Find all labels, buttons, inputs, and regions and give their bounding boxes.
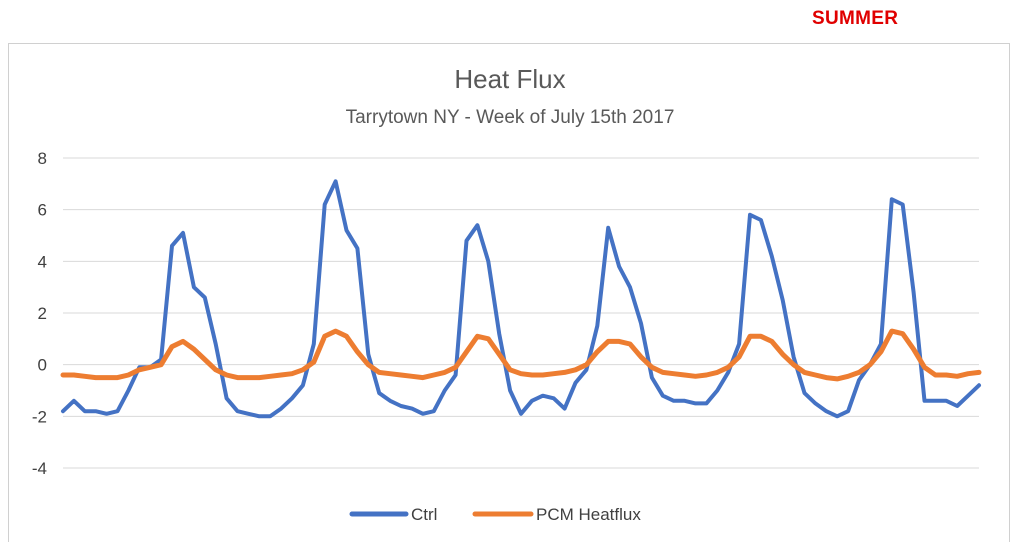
season-label: SUMMER — [812, 8, 899, 29]
y-tick-label: -4 — [32, 459, 47, 478]
series-line-ctrl — [61, 179, 981, 419]
legend-label: PCM Heatflux — [536, 505, 641, 524]
y-tick-label: 6 — [38, 201, 47, 220]
y-tick-label: 0 — [38, 356, 47, 375]
y-tick-label: -2 — [32, 407, 47, 426]
chart-frame: Heat Flux Tarrytown NY - Week of July 15… — [8, 43, 1010, 542]
y-tick-label: 2 — [38, 304, 47, 323]
y-tick-label: 4 — [38, 252, 47, 271]
y-axis-ticks: 8 6 4 2 0 -2 -4 — [32, 149, 47, 478]
legend: Ctrl PCM Heatflux — [349, 505, 641, 524]
gridlines — [63, 157, 979, 469]
chart-subtitle: Tarrytown NY - Week of July 15th 2017 — [346, 107, 675, 128]
series-lines — [60, 179, 982, 419]
heat-flux-chart: Heat Flux Tarrytown NY - Week of July 15… — [32, 64, 982, 524]
y-tick-label: 8 — [38, 149, 47, 168]
chart-title: Heat Flux — [454, 64, 565, 94]
series-line-pcm-heatflux — [60, 328, 982, 382]
legend-label: Ctrl — [411, 505, 437, 524]
